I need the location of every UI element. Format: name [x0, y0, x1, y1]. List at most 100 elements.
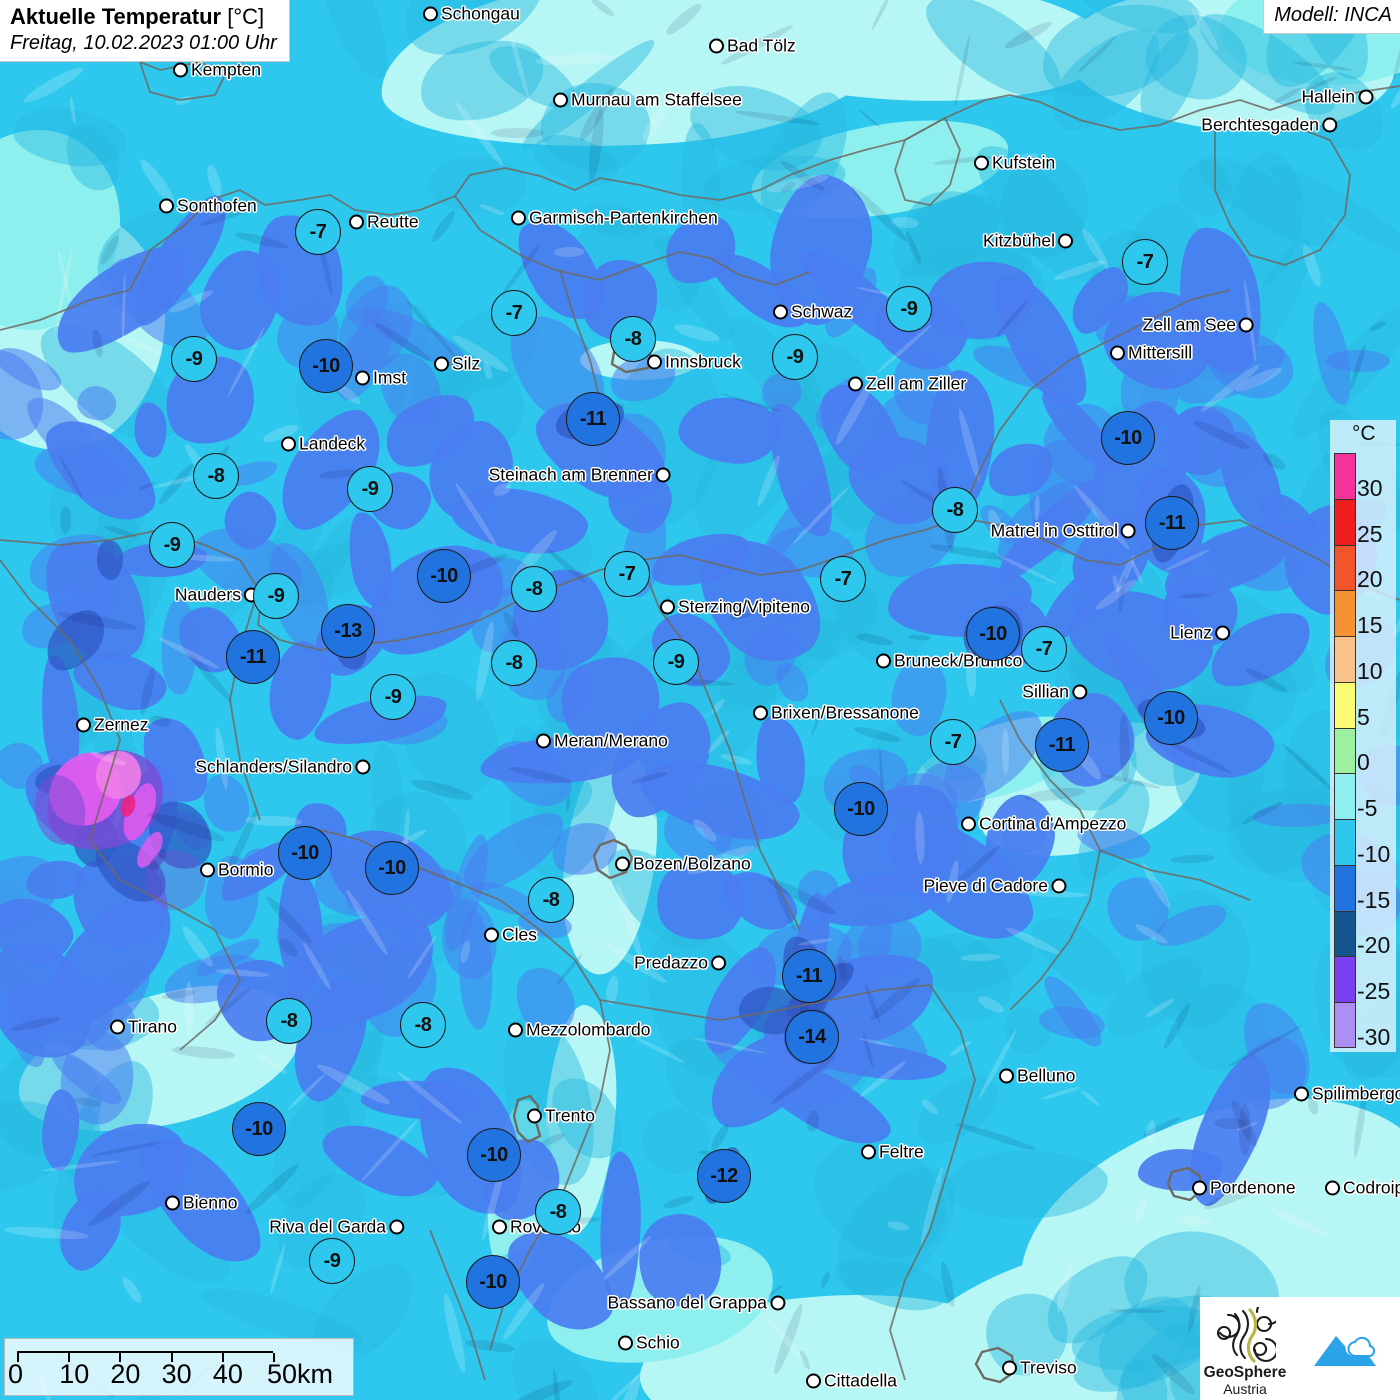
station-temperature-bubble[interactable]: -9	[653, 639, 699, 685]
station-temperature-bubble[interactable]: -8	[528, 877, 574, 923]
station-temperature-bubble[interactable]: -10	[467, 1128, 521, 1182]
city-marker[interactable]: Silz	[434, 354, 480, 375]
station-temperature-bubble[interactable]: -10	[299, 339, 353, 393]
city-marker[interactable]: Murnau am Staffelsee	[553, 90, 742, 111]
station-temperature-bubble[interactable]: -12	[697, 1149, 751, 1203]
station-temperature-bubble[interactable]: -10	[365, 841, 419, 895]
city-marker[interactable]: Bozen/Bolzano	[615, 854, 751, 875]
city-marker[interactable]: Riva del Garda	[269, 1217, 404, 1238]
city-marker[interactable]: Brixen/Bressanone	[753, 703, 919, 724]
station-temperature-bubble[interactable]: -9	[171, 336, 217, 382]
city-marker[interactable]: Pordenone	[1192, 1178, 1296, 1199]
station-temperature-bubble[interactable]: -7	[930, 719, 976, 765]
city-dot-icon	[508, 1022, 523, 1038]
city-marker[interactable]: Nauders	[175, 585, 259, 606]
station-temperature-bubble[interactable]: -10	[417, 549, 471, 603]
city-marker[interactable]: Treviso	[1002, 1358, 1077, 1379]
city-marker[interactable]: Trento	[527, 1106, 595, 1127]
city-marker[interactable]: Imst	[355, 368, 406, 389]
city-marker[interactable]: Sterzing/Vipiteno	[660, 597, 810, 618]
station-temperature-bubble[interactable]: -9	[309, 1238, 355, 1284]
station-temperature-bubble[interactable]: -11	[782, 949, 836, 1003]
city-marker[interactable]: Hallein	[1302, 87, 1373, 108]
city-marker[interactable]: Schwaz	[773, 302, 852, 323]
station-temperature-bubble[interactable]: -8	[266, 998, 312, 1044]
city-marker[interactable]: Kufstein	[974, 153, 1055, 174]
station-temperature-bubble[interactable]: -10	[466, 1255, 520, 1309]
city-marker[interactable]: Codroipo	[1325, 1178, 1400, 1199]
city-marker[interactable]: Sillian	[1022, 682, 1087, 703]
station-temperature-bubble[interactable]: -8	[535, 1189, 581, 1235]
city-marker[interactable]: Landeck	[281, 434, 365, 455]
city-marker[interactable]: Meran/Merano	[536, 731, 668, 752]
scale-bar-line	[17, 1351, 275, 1362]
city-label: Schlanders/Silandro	[195, 756, 352, 777]
station-temperature-bubble[interactable]: -11	[1145, 496, 1199, 550]
station-temperature-bubble[interactable]: -7	[820, 556, 866, 602]
station-temperature-bubble[interactable]: -14	[785, 1010, 839, 1064]
city-marker[interactable]: Bad Tölz	[709, 36, 796, 57]
station-temperature-bubble[interactable]: -8	[511, 566, 557, 612]
city-marker[interactable]: Bassano del Grappa	[607, 1293, 785, 1314]
city-marker[interactable]: Berchtesgaden	[1201, 115, 1337, 136]
station-temperature-bubble[interactable]: -9	[370, 674, 416, 720]
colorbar-label--20: -20	[1357, 932, 1391, 959]
city-marker[interactable]: Schio	[618, 1333, 680, 1354]
station-temperature-bubble[interactable]: -9	[886, 286, 932, 332]
city-marker[interactable]: Schlanders/Silandro	[195, 757, 370, 778]
station-temperature-bubble[interactable]: -10	[834, 782, 888, 836]
colorbar-band--25	[1334, 956, 1356, 1003]
city-marker[interactable]: Sonthofen	[159, 196, 257, 217]
station-temperature-bubble[interactable]: -8	[932, 487, 978, 533]
city-marker[interactable]: Spilimbergo	[1294, 1084, 1400, 1105]
station-temperature-bubble[interactable]: -9	[772, 334, 818, 380]
station-temperature-bubble[interactable]: -10	[278, 826, 332, 880]
city-marker[interactable]: Bormio	[200, 860, 273, 881]
station-temperature-bubble[interactable]: -13	[321, 604, 375, 658]
city-marker[interactable]: Cortina d'Ampezzo	[961, 814, 1126, 835]
station-temperature-bubble[interactable]: -8	[610, 316, 656, 362]
city-marker[interactable]: Lienz	[1170, 623, 1230, 644]
station-temperature-bubble[interactable]: -11	[566, 392, 620, 446]
city-marker[interactable]: Bienno	[165, 1193, 238, 1214]
border-line	[559, 269, 601, 401]
city-marker[interactable]: Zell am Ziller	[848, 374, 966, 395]
city-marker[interactable]: Tirano	[110, 1017, 177, 1038]
station-temperature-bubble[interactable]: -8	[491, 640, 537, 686]
city-dot-icon	[553, 92, 568, 108]
station-temperature-bubble[interactable]: -8	[193, 453, 239, 499]
city-marker[interactable]: Reutte	[349, 212, 419, 233]
city-marker[interactable]: Mezzolombardo	[508, 1020, 651, 1041]
station-temperature-bubble[interactable]: -10	[1144, 691, 1198, 745]
city-marker[interactable]: Innsbruck	[647, 352, 741, 373]
station-temperature-bubble[interactable]: -9	[149, 522, 195, 568]
city-marker[interactable]: Mittersill	[1110, 343, 1192, 364]
station-temperature-bubble[interactable]: -9	[347, 466, 393, 512]
station-temperature-bubble[interactable]: -11	[1035, 718, 1089, 772]
city-marker[interactable]: Garmisch-Partenkirchen	[511, 208, 718, 229]
station-temperature-bubble[interactable]: -7	[295, 209, 341, 255]
station-temperature-bubble[interactable]: -7	[1021, 626, 1067, 672]
city-marker[interactable]: Cles	[484, 925, 537, 946]
station-temperature-bubble[interactable]: -9	[253, 573, 299, 619]
city-marker[interactable]: Zell am See	[1143, 315, 1254, 336]
station-temperature-bubble[interactable]: -7	[604, 551, 650, 597]
city-marker[interactable]: Pieve di Cadore	[923, 876, 1066, 897]
station-temperature-bubble[interactable]: -10	[966, 607, 1020, 661]
station-temperature-bubble[interactable]: -7	[491, 290, 537, 336]
city-marker[interactable]: Belluno	[999, 1066, 1075, 1087]
city-marker[interactable]: Predazzo	[634, 953, 726, 974]
city-marker[interactable]: Zernez	[76, 715, 148, 736]
station-temperature-bubble[interactable]: -11	[226, 630, 280, 684]
city-marker[interactable]: Kempten	[173, 60, 261, 81]
station-temperature-bubble[interactable]: -7	[1122, 239, 1168, 285]
city-marker[interactable]: Schongau	[423, 4, 520, 25]
city-marker[interactable]: Cittadella	[806, 1371, 897, 1392]
station-temperature-bubble[interactable]: -10	[232, 1102, 286, 1156]
station-temperature-bubble[interactable]: -8	[400, 1002, 446, 1048]
city-marker[interactable]: Matrei in Osttirol	[991, 521, 1136, 542]
city-marker[interactable]: Steinach am Brenner	[489, 465, 671, 486]
city-marker[interactable]: Feltre	[861, 1142, 924, 1163]
city-marker[interactable]: Kitzbühel	[983, 231, 1073, 252]
station-temperature-bubble[interactable]: -10	[1101, 411, 1155, 465]
